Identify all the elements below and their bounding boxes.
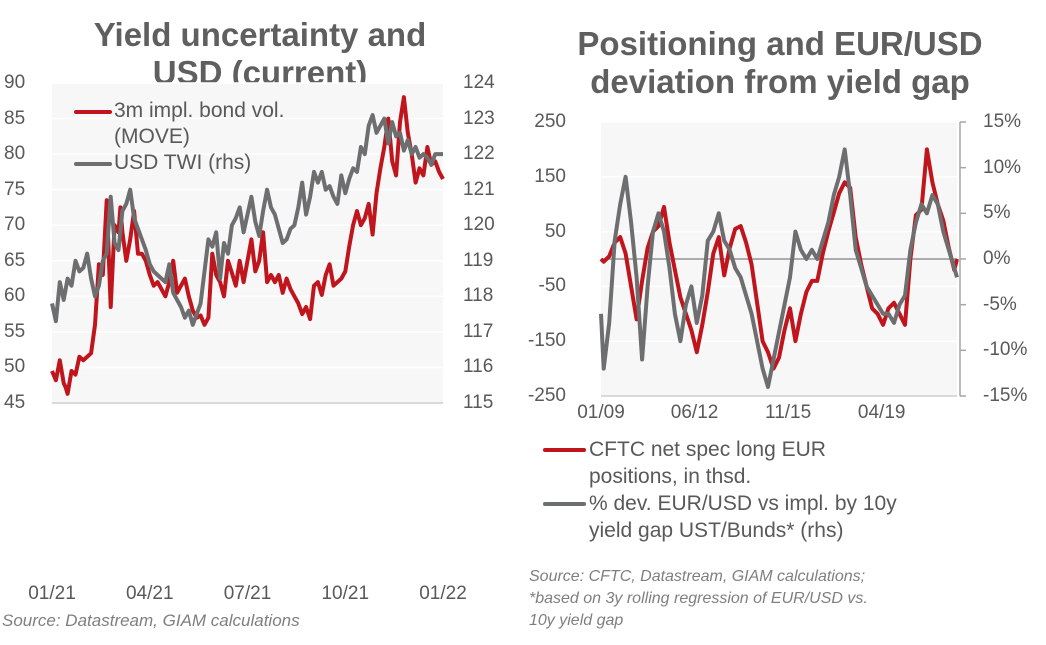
chart-right-source: Source: CFTC, Datastream, GIAM calculati… [529,566,868,632]
y-left-tick-left: 90 [4,72,26,93]
y-left-tick-left: 70 [4,214,26,236]
y-right-tick-left: 118 [463,285,494,307]
y-right-tick-left: 116 [463,356,494,378]
series-line-usd-twi [50,113,443,327]
y-left-tick-left: 85 [4,107,26,129]
y-left-tick-left: 55 [4,320,26,342]
chart-right-title-line-2: deviation from yield gap [590,63,970,100]
chart-right-source-line-3: 10y yield gap [529,612,624,629]
y-right-tick-right: 0% [983,248,1011,269]
legend-label-move-line-2: (MOVE) [114,125,190,148]
y-left-tick-left: 45 [4,392,26,413]
legend-item-move: 3m impl. bond vol. (MOVE) [74,98,284,150]
y-right-tick-right: -5% [983,293,1017,315]
legend-label-eurusd-dev-line-1: % dev. EUR/USD vs impl. by 10y [589,492,897,515]
legend-swatch-gray [543,502,586,506]
chart-left-title-line-1: Yield uncertainty and [93,16,427,53]
y-right-tick-left: 124 [463,72,495,93]
legend-item-usd-twi: USD TWI (rhs) [74,150,284,176]
y-right-tick-left: 117 [463,320,494,342]
series-line-eurusd-dev [599,147,959,389]
x-tick-left: 04/21 [125,583,174,604]
y-right-tick-left: 121 [463,178,495,200]
chart-right-legend: CFTC net spec long EUR positions, in ths… [543,436,897,544]
y-right-tick-right: 5% [983,202,1011,224]
y-left-tick-left: 65 [4,249,26,271]
y-right-tick-right: -15% [983,385,1028,406]
y-left-tick-right: 50 [544,220,566,242]
x-tick-right: 04/19 [857,402,906,423]
y-left-tick-right: 150 [534,165,566,187]
y-left-tick-right: -150 [527,330,566,352]
y-left-tick-right: -250 [527,385,566,406]
y-right-tick-left: 123 [463,107,495,129]
chart-right-title: Positioning and EUR/USD deviation from y… [530,25,1030,101]
legend-label-usd-twi: USD TWI (rhs) [114,151,252,174]
legend-swatch-red [74,110,112,114]
chart-left-legend: 3m impl. bond vol. (MOVE) USD TWI (rhs) [74,98,284,176]
x-tick-left: 01/21 [28,583,76,604]
y-left-tick-left: 75 [4,178,26,200]
y-left-tick-left: 50 [4,356,26,378]
chart-right-title-line-1: Positioning and EUR/USD [577,25,983,62]
series-line-cftc [599,147,959,371]
legend-label-move-line-1: 3m impl. bond vol. [114,99,285,122]
legend-label-eurusd-dev-line-2: yield gap UST/Bunds* (rhs) [589,519,844,542]
y-right-tick-right: 10% [983,156,1022,178]
x-tick-right: 11/15 [765,402,812,423]
y-left-tick-right: 250 [534,111,566,132]
legend-swatch-red [543,448,586,452]
y-right-tick-left: 119 [463,249,494,271]
chart-left-source: Source: Datastream, GIAM calculations [2,611,300,630]
y-left-tick-left: 60 [4,285,26,307]
y-right-tick-right: 15% [983,111,1022,132]
x-tick-left: 10/21 [321,583,370,604]
chart-right-source-line-1: Source: CFTC, Datastream, GIAM calculati… [529,568,866,585]
x-tick-right: 06/12 [670,402,719,423]
x-tick-left: 01/22 [419,583,467,604]
legend-item-eurusd-dev: % dev. EUR/USD vs impl. by 10y yield gap… [543,490,897,544]
y-left-tick-right: -50 [538,275,566,297]
y-right-tick-left: 120 [463,214,495,236]
legend-swatch-gray [74,162,112,166]
legend-item-cftc: CFTC net spec long EUR positions, in ths… [543,436,897,490]
y-right-tick-left: 122 [463,143,495,165]
x-tick-right: 01/09 [577,402,625,423]
chart-left-title: Yield uncertainty and USD (current) [40,16,480,92]
chart-right-source-line-2: *based on 3y rolling regression of EUR/U… [529,590,868,607]
y-right-tick-left: 115 [463,392,494,413]
y-left-tick-left: 80 [4,143,26,165]
y-right-tick-right: -10% [983,339,1028,361]
plot-area-left [52,83,443,403]
legend-label-cftc-line-1: CFTC net spec long EUR [589,438,826,461]
x-tick-left: 07/21 [223,583,272,604]
legend-label-cftc-line-2: positions, in thsd. [589,465,752,488]
